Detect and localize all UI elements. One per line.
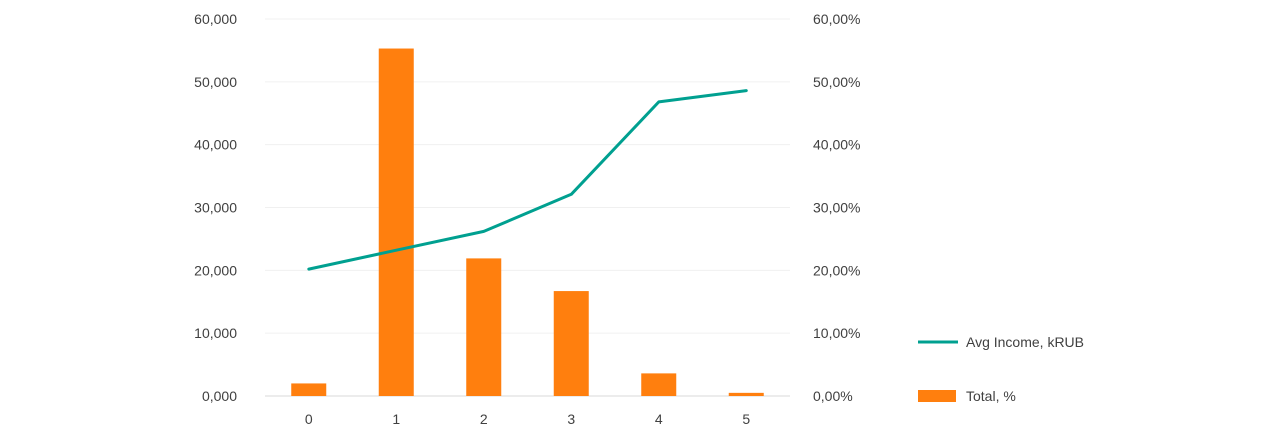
bar	[641, 373, 677, 396]
left-tick-label: 20,000	[194, 262, 237, 278]
legend: Avg Income, kRUB Total, %	[918, 334, 1084, 404]
bar	[728, 392, 764, 396]
left-tick-label: 60,000	[194, 11, 237, 27]
right-axis-ticks: 0,00% 10,00% 20,00% 30,00% 40,00% 50,00% 60,00…	[813, 11, 860, 404]
bar-series	[291, 48, 764, 396]
x-axis-ticks: 0 1 2 3 4 5	[305, 411, 751, 427]
bar	[291, 383, 327, 396]
right-tick-label: 0,00%	[813, 388, 853, 404]
right-tick-label: 60,00%	[813, 11, 860, 27]
legend-label-bar: Total, %	[966, 388, 1016, 404]
left-tick-label: 0,000	[202, 388, 237, 404]
left-tick-label: 40,000	[194, 137, 237, 153]
gridlines	[265, 18, 790, 397]
x-tick-label: 1	[392, 411, 400, 427]
x-tick-label: 0	[305, 411, 313, 427]
legend-bar-swatch	[918, 390, 956, 402]
left-axis-ticks: 0,000 10,000 20,000 30,000 40,000 50,000 60,00…	[194, 11, 237, 404]
left-tick-label: 50,000	[194, 74, 237, 90]
bar	[466, 258, 502, 396]
bar	[553, 291, 589, 396]
right-tick-label: 30,00%	[813, 200, 860, 216]
x-tick-label: 5	[742, 411, 750, 427]
x-tick-label: 4	[655, 411, 663, 427]
left-tick-label: 10,000	[194, 325, 237, 341]
x-tick-label: 3	[567, 411, 575, 427]
x-tick-label: 2	[480, 411, 488, 427]
line-series	[307, 89, 748, 271]
left-tick-label: 30,000	[194, 200, 237, 216]
legend-label-line: Avg Income, kRUB	[966, 334, 1084, 350]
bar	[378, 48, 414, 396]
right-tick-label: 20,00%	[813, 262, 860, 278]
right-tick-label: 40,00%	[813, 137, 860, 153]
right-tick-label: 50,00%	[813, 74, 860, 90]
right-tick-label: 10,00%	[813, 325, 860, 341]
series-line	[307, 89, 748, 271]
